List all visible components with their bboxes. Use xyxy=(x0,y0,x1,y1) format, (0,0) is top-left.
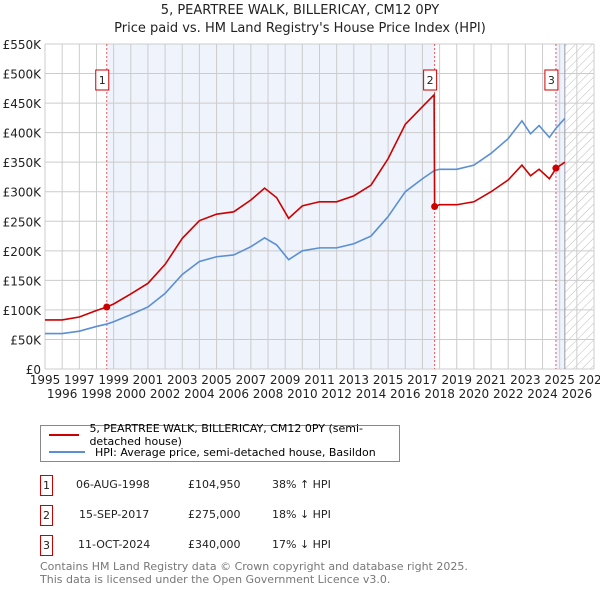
sale-point xyxy=(431,203,439,210)
x-tick-label: 1996 xyxy=(47,387,78,401)
sale-price: £340,000 xyxy=(188,538,241,551)
x-tick-label: 2002 xyxy=(150,387,181,401)
sale-marker-badge: 1 xyxy=(40,475,53,496)
sale-hpi: 18% ↓ HPI xyxy=(272,508,331,521)
price-chart: 1995199619971998199920002001200220032004… xyxy=(3,38,600,401)
y-tick-label: £250K xyxy=(3,215,43,229)
x-tick-label: 2004 xyxy=(184,387,215,401)
x-tick-label: 2022 xyxy=(493,387,524,401)
x-tick-label: 2000 xyxy=(116,387,147,401)
sale-hpi: 38% ↑ HPI xyxy=(272,478,331,491)
chart-title: 5, PEARTREE WALK, BILLERICAY, CM12 0PY xyxy=(160,3,440,18)
x-tick-label: 2027 xyxy=(579,373,600,387)
y-tick-label: £50K xyxy=(10,333,42,347)
x-tick-label: 1995 xyxy=(30,373,61,387)
legend-label: 5, PEARTREE WALK, BILLERICAY, CM12 0PY (… xyxy=(89,422,364,448)
y-tick-label: £100K xyxy=(3,304,43,318)
x-tick-label: 2017 xyxy=(407,373,438,387)
sale-date: 11-OCT-2024 xyxy=(78,538,151,551)
footer-line: This data is licensed under the Open Gov… xyxy=(40,573,391,586)
forecast-hatch xyxy=(564,44,594,369)
x-tick-label: 1998 xyxy=(81,387,112,401)
sale-marker-label: 1 xyxy=(99,74,106,87)
property-price-line xyxy=(45,92,566,321)
x-tick-label: 2009 xyxy=(270,373,301,387)
legend: 5, PEARTREE WALK, BILLERICAY, CM12 0PY (… xyxy=(40,422,400,462)
y-tick-label: £400K xyxy=(3,127,43,141)
x-tick-label: 2011 xyxy=(304,373,335,387)
y-tick-label: £150K xyxy=(3,274,43,288)
legend-item-hpi: HPI: Average price, semi-detached house,… xyxy=(49,444,376,460)
sale-marker-badge: 3 xyxy=(40,535,53,556)
x-tick-label: 1997 xyxy=(64,373,95,387)
x-tick-label: 2001 xyxy=(133,373,164,387)
footer: Contains HM Land Registry data © Crown c… xyxy=(40,560,468,586)
sale-price: £275,000 xyxy=(188,508,241,521)
sale-marker-badge: 2 xyxy=(40,505,53,526)
shaded-region xyxy=(106,44,435,369)
footer-line: Contains HM Land Registry data © Crown c… xyxy=(40,560,468,573)
sale-price: £104,950 xyxy=(188,478,241,491)
x-tick-label: 2016 xyxy=(390,387,421,401)
sale-point xyxy=(103,303,111,311)
y-tick-label: £450K xyxy=(3,97,43,111)
x-tick-label: 2020 xyxy=(459,387,490,401)
x-tick-label: 2021 xyxy=(476,373,507,387)
x-tick-label: 2008 xyxy=(253,387,284,401)
y-tick-label: £200K xyxy=(3,245,43,259)
sale-hpi: 17% ↓ HPI xyxy=(272,538,331,551)
y-tick-label: £500K xyxy=(3,68,43,82)
y-tick-label: £300K xyxy=(3,186,43,200)
legend-label: HPI: Average price, semi-detached house,… xyxy=(95,445,376,459)
sale-marker-box xyxy=(423,69,438,91)
x-tick-label: 2019 xyxy=(441,373,472,387)
shaded-region xyxy=(555,44,565,369)
y-tick-label: £0 xyxy=(26,363,41,377)
sale-point xyxy=(552,164,560,172)
x-tick-label: 2003 xyxy=(167,373,198,387)
chart-subtitle: Price paid vs. HM Land Registry's House … xyxy=(114,21,486,36)
x-tick-label: 2015 xyxy=(373,373,404,387)
legend-item-property: 5, PEARTREE WALK, BILLERICAY, CM12 0PY (… xyxy=(49,422,399,448)
hpi-line xyxy=(45,117,566,335)
y-tick-label: £350K xyxy=(3,156,43,170)
x-tick-label: 2012 xyxy=(321,387,352,401)
x-tick-label: 2014 xyxy=(356,387,387,401)
x-tick-label: 2010 xyxy=(287,387,318,401)
sale-marker-label: 2 xyxy=(427,74,434,87)
x-tick-label: 2025 xyxy=(544,373,575,387)
sale-marker-box xyxy=(544,69,559,91)
x-tick-label: 2023 xyxy=(510,373,541,387)
x-tick-label: 2013 xyxy=(339,373,370,387)
sale-date: 06-AUG-1998 xyxy=(76,478,150,491)
sale-marker-box xyxy=(95,69,110,91)
x-tick-label: 2018 xyxy=(424,387,455,401)
x-tick-label: 1999 xyxy=(98,373,129,387)
x-tick-label: 2006 xyxy=(218,387,249,401)
y-tick-label: £550K xyxy=(3,38,43,52)
x-tick-label: 2024 xyxy=(527,387,558,401)
sale-date: 15-SEP-2017 xyxy=(79,508,150,521)
x-tick-label: 2007 xyxy=(236,373,267,387)
x-tick-label: 2026 xyxy=(562,387,593,401)
x-tick-label: 2005 xyxy=(201,373,232,387)
sale-marker-label: 3 xyxy=(548,74,555,87)
